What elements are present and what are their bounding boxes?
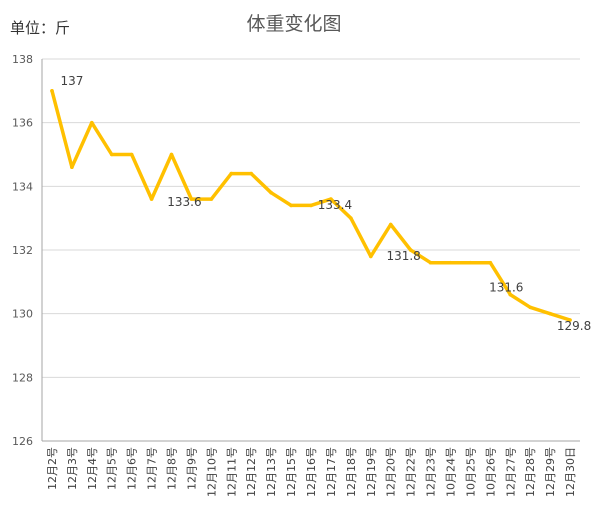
data-point [189, 197, 194, 201]
data-label: 137 [61, 74, 84, 88]
data-label: 133.6 [167, 195, 201, 209]
unit-label: 单位：斤 [10, 19, 70, 37]
x-tick-label: 12月6号 [126, 447, 139, 490]
x-tick-label: 12月22号 [405, 447, 418, 497]
data-point [488, 260, 493, 265]
data-point [428, 260, 433, 265]
data-point [249, 171, 254, 176]
x-tick-label: 12月7号 [146, 447, 159, 490]
y-tick-label: 138 [12, 53, 33, 66]
x-tick-label: 12月23号 [425, 447, 438, 497]
x-tick-label: 12月2号 [46, 447, 59, 490]
data-point [388, 222, 393, 227]
data-point [109, 152, 114, 157]
data-point [408, 248, 413, 252]
x-tick-label: 12月19号 [365, 447, 378, 497]
x-tick-label: 12月16号 [305, 447, 318, 497]
x-tick-label: 12月4号 [86, 447, 99, 490]
y-tick-label: 126 [12, 435, 33, 448]
x-tick-label: 12月13号 [265, 447, 278, 497]
x-tick-label: 12月5号 [106, 447, 119, 490]
y-tick-label: 128 [12, 371, 33, 384]
data-point [169, 152, 174, 157]
data-point [70, 165, 74, 170]
data-point [508, 292, 513, 297]
data-label: 131.8 [386, 249, 420, 263]
data-point [50, 89, 54, 93]
data-point [229, 171, 234, 176]
x-tick-label: 12月15号 [285, 447, 298, 497]
x-tick-label: 12月20号 [385, 447, 398, 497]
data-point [548, 311, 552, 316]
x-tick-label: 12月30日 [564, 447, 577, 497]
data-point [349, 216, 353, 220]
data-point [448, 260, 453, 265]
data-point [209, 197, 214, 201]
x-tick-label: 12月3号 [66, 447, 79, 490]
x-tick-label: 12月27号 [504, 447, 517, 497]
y-tick-label: 136 [12, 117, 33, 130]
y-tick-label: 130 [12, 308, 33, 321]
data-point [90, 120, 94, 125]
chart-title: 体重变化图 [246, 13, 341, 35]
data-point [329, 197, 333, 201]
x-tick-label: 10月26号 [484, 447, 497, 497]
x-tick-label: 10月25号 [464, 447, 477, 497]
data-point [129, 152, 134, 157]
x-tick-label: 12月18号 [345, 447, 358, 497]
data-point [289, 203, 293, 208]
data-point [528, 305, 532, 310]
x-tick-label: 10月24号 [444, 447, 457, 497]
data-point [269, 190, 273, 195]
x-tick-label: 12月11号 [225, 447, 238, 497]
y-tick-label: 134 [12, 180, 33, 193]
y-tick-label: 132 [12, 244, 33, 257]
data-point [149, 197, 154, 201]
data-label: 129.8 [557, 319, 591, 333]
x-tick-label: 12月17号 [325, 447, 338, 497]
x-tick-label: 12月9号 [185, 447, 198, 490]
data-point [309, 203, 313, 208]
x-tick-label: 12月8号 [166, 447, 179, 490]
x-tick-label: 12月28号 [524, 447, 537, 497]
data-label: 131.6 [489, 281, 523, 295]
data-point [368, 254, 373, 259]
x-tick-label: 12月10号 [205, 447, 218, 497]
x-tick-label: 12月12号 [245, 447, 258, 497]
data-label: 133.4 [318, 198, 352, 212]
data-point [468, 260, 473, 265]
data-point [568, 318, 572, 322]
x-tick-label: 12月29号 [544, 447, 557, 497]
